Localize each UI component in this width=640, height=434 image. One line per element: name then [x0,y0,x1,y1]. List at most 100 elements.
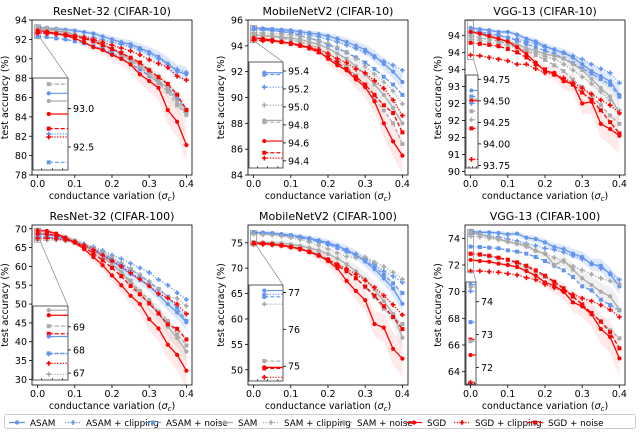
x-axis-label-end: ) [171,401,175,412]
data-point [100,252,106,258]
inset-data-point [468,352,473,358]
data-point [353,255,359,261]
zoom-connector [256,245,284,286]
y-tick-label: 84 [15,112,27,123]
data-point [580,276,585,281]
inset-y-tick-label: 67 [73,369,85,380]
inset-data-point [468,320,473,325]
data-point [487,31,492,36]
data-point [589,311,594,315]
panel-4: ResNet-32 (CIFAR-100) 0.0 0.1 0.2 0.3 0.4 30 35… [0,210,194,413]
x-axis-label: conductance variation (σc) [482,191,608,203]
data-point [119,274,124,279]
data-point [165,295,171,301]
data-point [335,256,340,261]
y-tick-label: 74 [448,234,460,245]
legend-item-asam-noise: ASAM + noise [145,419,228,429]
data-point [251,231,256,237]
data-point [579,267,585,273]
data-point [307,42,312,47]
inset-data-point [46,331,51,336]
data-point [580,284,585,289]
legend-item-sgd-clipping: SGD + clipping [454,419,542,429]
series-sgd-noise [468,40,622,136]
data-point [91,45,96,50]
data-point [391,82,396,87]
data-point [580,67,585,73]
data-point [137,265,143,271]
y-tick-label: 70 [15,224,27,235]
data-point [608,126,613,132]
data-point [325,51,331,56]
data-point [344,278,349,283]
data-point [334,56,340,62]
data-point [477,252,482,257]
x-tick-label: 0.2 [104,389,119,400]
data-point [326,242,330,247]
data-point [270,28,275,33]
data-point [353,56,359,62]
x-tick-label: 0.3 [142,179,157,190]
x-axis-label-end: ) [387,401,391,412]
data-point [307,237,312,242]
inset-data-point [469,156,474,162]
inset-y-tick-label: 95.0 [288,102,309,113]
data-point [334,39,340,45]
data-point [570,294,575,299]
data-point [561,77,566,82]
data-point [44,30,49,35]
data-point [477,36,482,41]
data-point [174,67,180,72]
data-point [128,44,134,50]
zoom-region [250,230,257,247]
data-point [524,48,529,53]
panel-title: VGG-13 (CIFAR-100) [490,210,601,223]
data-point [316,42,321,47]
y-tick-label: 92 [448,133,460,144]
data-point [269,232,275,238]
inset-y-tick-label: 95.2 [288,84,309,95]
data-point [147,298,152,303]
inset-data-point [261,301,267,307]
data-point [505,46,510,51]
data-point [533,53,538,58]
data-point [514,272,520,278]
y-tick-label: 65 [15,243,27,254]
zoom-region [34,24,41,39]
data-point [617,356,622,361]
data-point [570,53,576,59]
data-point [184,311,189,317]
data-point [363,298,368,303]
data-point [468,233,473,239]
data-point [372,71,377,77]
data-point [514,264,520,270]
data-point [128,265,134,271]
data-point [607,102,613,108]
series-sgd-clipping [468,268,622,320]
data-point [344,56,349,61]
data-point [165,107,170,113]
y-tick-label: 84 [231,171,243,182]
inset-data-point [46,360,52,366]
data-point [381,276,386,281]
data-point [362,277,368,283]
data-point [390,97,396,103]
data-point [128,62,133,67]
data-point [598,89,604,94]
zoom-region [34,227,41,243]
data-point [468,52,473,58]
data-point [617,80,622,86]
data-point [400,67,405,73]
data-point [515,38,520,43]
data-point [390,88,396,94]
data-point [496,36,501,41]
data-point [288,244,293,249]
data-point [137,288,142,293]
y-tick-label: 60 [231,314,243,325]
data-point [533,247,539,253]
data-point [617,284,622,289]
data-point [589,260,594,266]
data-point [363,284,368,289]
legend-svg: ASAM ASAM + clipping ASAM + noise SAM SAM + … [9,419,604,429]
data-point [561,246,566,252]
